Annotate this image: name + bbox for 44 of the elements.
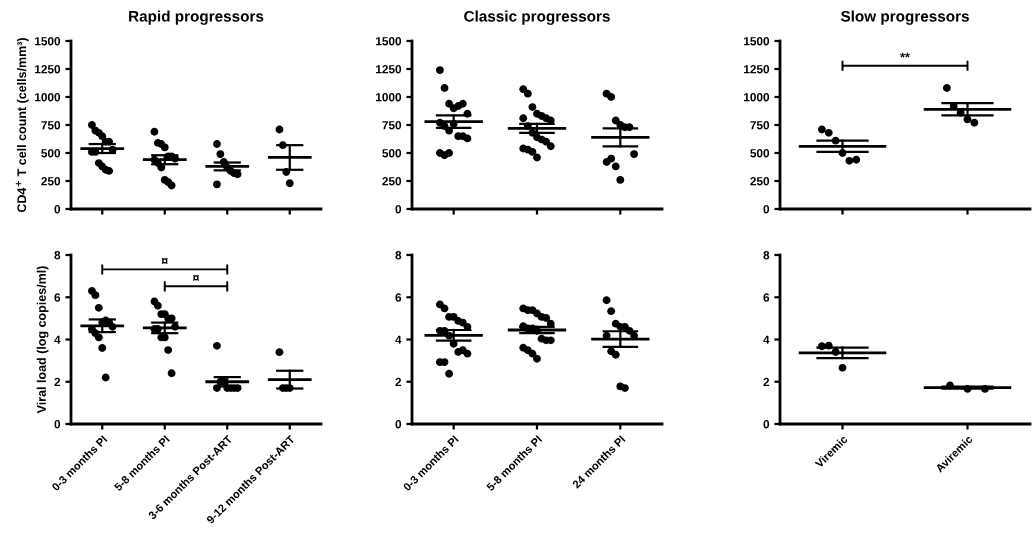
y-tick-label: 2 xyxy=(54,377,61,387)
y-tick-label: 500 xyxy=(382,149,402,158)
y-tick-label: 1500 xyxy=(376,37,402,46)
chart-title: Slow progressors xyxy=(840,10,969,25)
y-tick-label: 4 xyxy=(763,335,770,344)
y-tick-label: 8 xyxy=(395,251,402,260)
y-tick-label: 4 xyxy=(54,335,61,344)
y-axis-title: CD4$^{+}$ T cell count (cells/mm³) xyxy=(15,38,29,213)
y-tick-label: 1250 xyxy=(376,65,402,74)
y-tick-label: 250 xyxy=(41,177,61,186)
y-tick-label: 750 xyxy=(41,121,61,130)
y-tick-label: 500 xyxy=(750,149,770,158)
annotation: ¤ xyxy=(192,274,200,281)
y-tick-label: 250 xyxy=(382,177,402,186)
y-tick-label: 2 xyxy=(395,377,402,387)
y-tick-label: 1000 xyxy=(35,93,61,102)
y-tick-label: 0 xyxy=(54,420,61,429)
y-tick-label: 1250 xyxy=(744,65,770,74)
y-tick-label: 250 xyxy=(750,177,770,186)
annotation: ** xyxy=(900,52,910,58)
y-tick-label: 0 xyxy=(763,420,770,429)
annotation: ¤ xyxy=(161,257,168,265)
y-tick-label: 500 xyxy=(41,149,61,158)
chart-title: Rapid progressors xyxy=(129,10,264,25)
y-tick-label: 2 xyxy=(763,377,770,387)
y-tick-label: 0 xyxy=(54,205,61,214)
y-tick-label: 6 xyxy=(763,293,770,302)
y-tick-label: 8 xyxy=(54,251,61,260)
chart-title: Classic progressors xyxy=(464,10,610,25)
y-tick-label: 0 xyxy=(763,205,770,214)
y-tick-label: 1500 xyxy=(744,37,770,46)
y-tick-label: 0 xyxy=(395,205,402,214)
y-tick-label: 750 xyxy=(382,121,402,130)
y-tick-label: 4 xyxy=(395,335,402,344)
y-tick-label: 1000 xyxy=(744,93,770,102)
y-tick-label: 8 xyxy=(763,251,770,260)
y-axis-title: Viral load (log copies/ml) xyxy=(36,266,49,414)
y-tick-label: 750 xyxy=(750,121,770,130)
y-tick-label: 6 xyxy=(54,293,61,302)
y-tick-label: 1500 xyxy=(35,37,61,46)
y-tick-label: 1250 xyxy=(35,65,61,74)
y-tick-label: 1000 xyxy=(376,93,402,102)
y-tick-label: 0 xyxy=(395,420,402,429)
y-tick-label: 6 xyxy=(395,293,402,302)
